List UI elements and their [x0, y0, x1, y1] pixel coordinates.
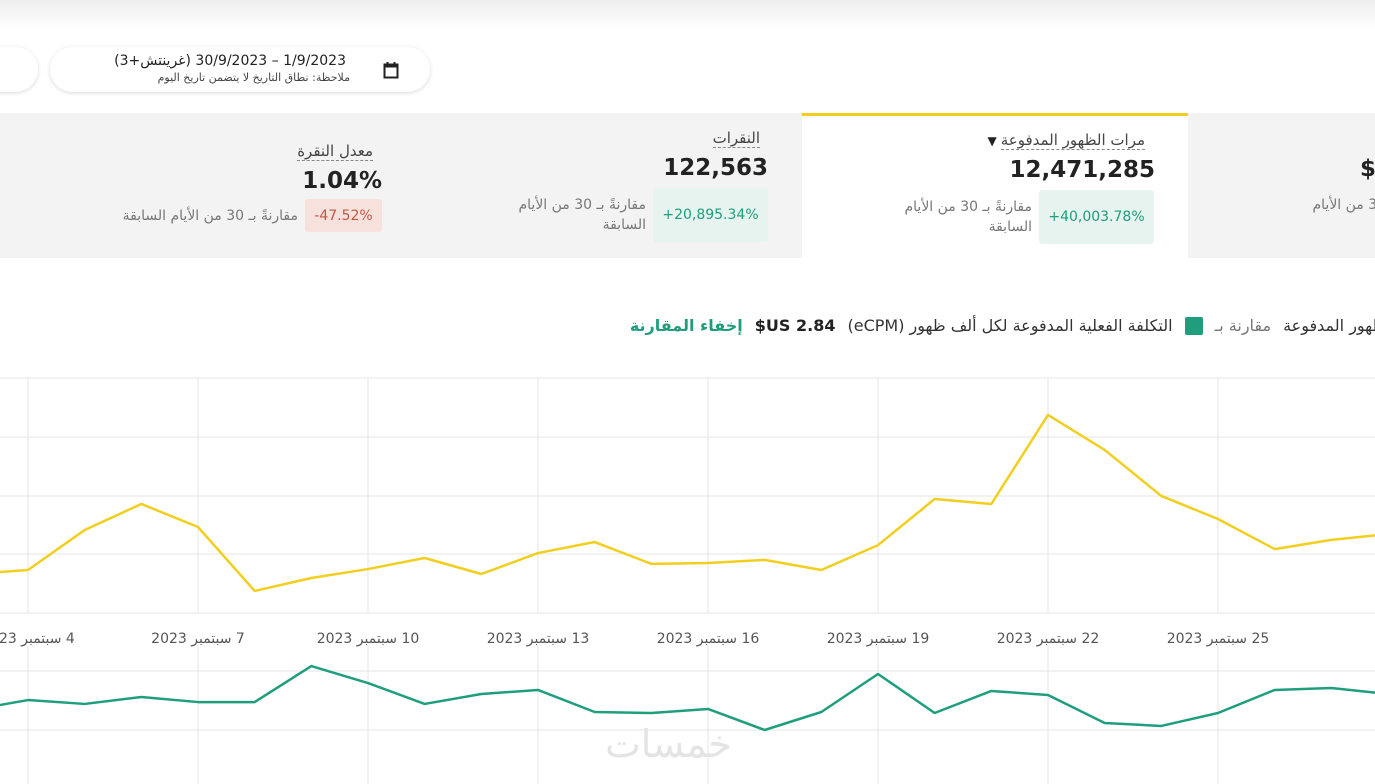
metric-change: -47.52%: [305, 199, 382, 232]
metric-value: $: [1360, 156, 1375, 182]
x-tick-label: 10 سبتمبر 2023: [317, 631, 420, 647]
legend-series: مرات الظهور المدفوعة: [1283, 316, 1375, 335]
grid: [0, 377, 1375, 731]
metric-value: 122,563: [663, 155, 768, 181]
metric-title[interactable]: معدل النقرة: [297, 142, 373, 161]
date-note: ملاحظة: نطاق التاريخ لا يتضمن تاريخ اليو…: [157, 71, 350, 84]
series-line: [0, 413, 1375, 593]
metric-comparison: مقارنةً بـ 30 من الأيام السابقة: [122, 208, 298, 224]
button[interactable]: [0, 47, 38, 92]
x-tick-label: 7 سبتمبر 2023: [151, 631, 245, 647]
hide-comparison-link[interactable]: إخفاء المقارنة: [629, 316, 743, 335]
date-range: 1/9/2023 – 30/9/2023 (غرينتش+3): [114, 53, 346, 69]
series-line: [0, 664, 1375, 732]
metric-value: 12,471,285: [1009, 157, 1155, 183]
metric-comparison: مقارنةً بـ 30 من الأيام السابقة: [904, 199, 1032, 235]
metric-comparison: مقارنةً بـ 30 من الأيام السابقة: [1312, 197, 1375, 213]
x-tick-label: 22 سبتمبر 2023: [997, 631, 1100, 647]
calendar-icon: [383, 62, 399, 79]
legend-value: $US 2.84: [754, 316, 836, 335]
watermark: خمسات: [605, 722, 732, 766]
date-picker[interactable]: 1/9/2023 – 30/9/2023 (غرينتش+3) ملاحظة: …: [50, 47, 430, 92]
legend-series: التكلفة الفعلية المدفوعة لكل ألف ظهور (e…: [847, 316, 1173, 335]
metric-title-row: مرات الظهور المدفوعة ▼: [987, 131, 1145, 150]
x-tick-label: 16 سبتمبر 2023: [657, 631, 760, 647]
legend-swatch: [1184, 316, 1203, 335]
metric-value: 1.04%: [302, 168, 382, 194]
legend: مرات الظهور المدفوعة مقارنة بـ التكلفة ا…: [630, 316, 1375, 335]
x-tick-label: 4 سبتمبر 2023: [0, 631, 75, 647]
x-tick-label: 19 سبتمبر 2023: [827, 631, 930, 647]
metric-change: +20,895.34%: [653, 188, 768, 242]
legend-compare-label: مقارنة بـ: [1214, 316, 1272, 335]
metric-change: +40,003.78%: [1039, 190, 1154, 244]
dropdown-icon[interactable]: ▼: [987, 133, 997, 148]
metric-title[interactable]: مرات الظهور المدفوعة: [1000, 131, 1145, 150]
x-tick-label: 25 سبتمبر 2023: [1167, 631, 1270, 647]
x-tick-label: 13 سبتمبر 2023: [487, 631, 590, 647]
metric-comparison: مقارنةً بـ 30 من الأيام السابقة: [518, 197, 646, 233]
metric-title[interactable]: النقرات: [712, 129, 760, 148]
